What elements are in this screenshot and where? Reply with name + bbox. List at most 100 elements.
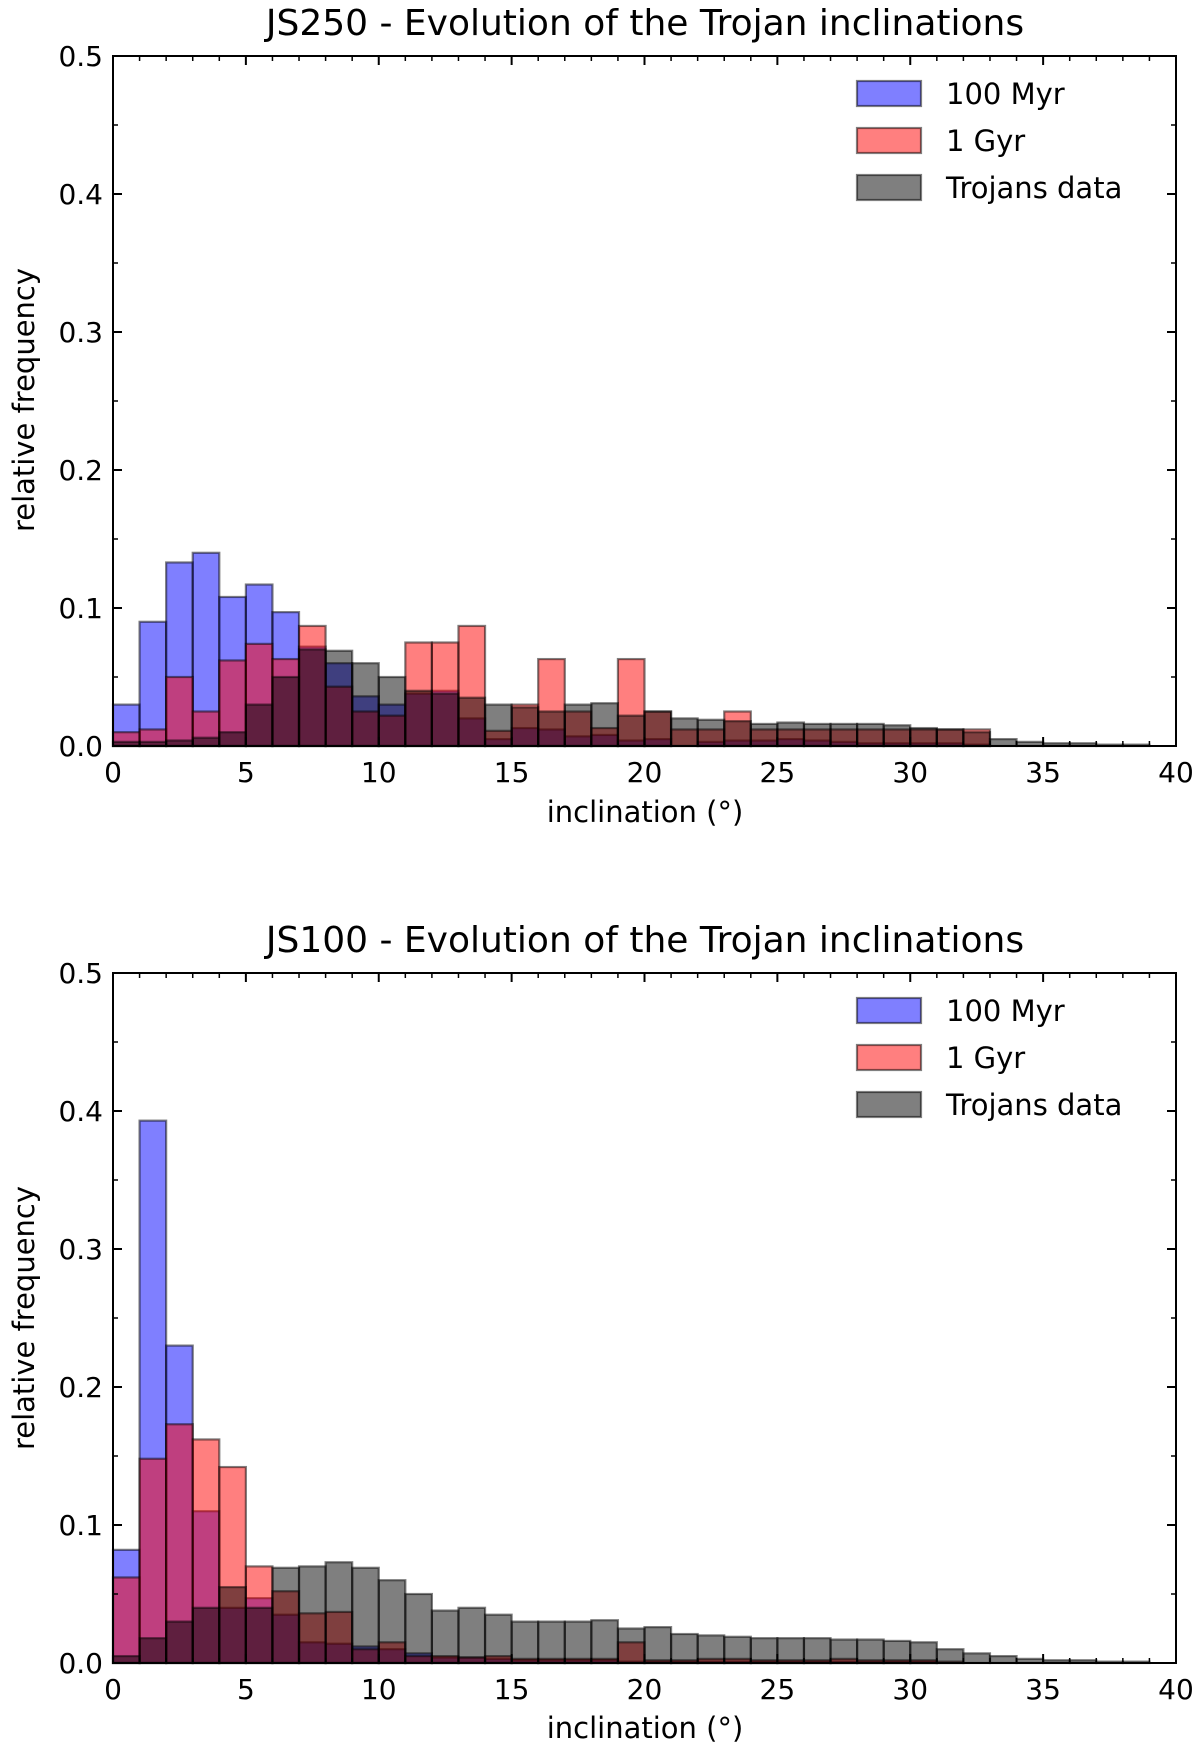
x-tick-label: 40 [1158, 756, 1194, 789]
chart-js100: JS100 - Evolution of the Trojan inclinat… [7, 920, 1194, 1745]
legend-label: 1 Gyr [946, 124, 1025, 158]
y-tick-label: 0.2 [58, 454, 103, 487]
bar-1-gyr [165, 675, 194, 748]
bar-trojans-data [457, 1606, 487, 1665]
x-tick-label: 15 [494, 1673, 530, 1706]
bar-trojans-data [643, 710, 673, 748]
bar-trojans-data [510, 706, 540, 748]
bar-trojans-data [988, 737, 1018, 748]
x-tick-label: 20 [627, 1673, 663, 1706]
series-trojans-data [111, 648, 1151, 748]
bar-trojans-data [962, 731, 992, 748]
bar-trojans-data [271, 1566, 301, 1665]
bar-trojans-data [855, 1638, 885, 1665]
x-axis-label: inclination (°) [547, 795, 744, 829]
x-tick-label: 0 [104, 1673, 122, 1706]
bar-trojans-data [776, 1637, 806, 1665]
bar-trojans-data [882, 724, 912, 748]
plot-frame [112, 972, 1177, 1664]
bar-trojans-data [616, 1627, 646, 1665]
y-tick-label: 0.4 [58, 178, 103, 211]
legend-swatch-trojans-data [855, 173, 923, 202]
x-tick-label: 35 [1025, 1673, 1061, 1706]
bar-trojans-data [191, 1606, 221, 1665]
bar-trojans-data [218, 731, 247, 748]
legend-label: 1 Gyr [946, 1041, 1025, 1075]
x-tick-label: 25 [760, 1673, 796, 1706]
legend: 100 Myr 1 Gyr Trojans data [855, 994, 1122, 1122]
bar-trojans-data [324, 649, 354, 748]
y-tick-label: 0.5 [58, 957, 103, 990]
bar-trojans-data [909, 726, 938, 748]
bar-trojans-data [935, 1648, 965, 1665]
x-tick-label: 0 [104, 756, 122, 789]
bar-trojans-data [643, 1626, 673, 1665]
x-tick-label: 15 [494, 756, 530, 789]
bar-trojans-data [802, 1637, 832, 1665]
y-tick-label: 0.5 [58, 40, 103, 73]
bar-trojans-data [829, 722, 859, 748]
bar-trojans-data [324, 1561, 354, 1665]
bar-trojans-data [802, 722, 832, 748]
x-tick-label: 30 [892, 756, 928, 789]
bar-trojans-data [616, 714, 646, 748]
bar-trojans-data [138, 1637, 168, 1665]
x-tick-label: 10 [361, 1673, 397, 1706]
bar-trojans-data [218, 1585, 247, 1665]
bar-trojans-data [377, 1579, 407, 1665]
histogram-bars [111, 551, 1151, 748]
x-tick-label: 10 [361, 756, 397, 789]
x-tick-label: 20 [627, 756, 663, 789]
legend-label: 100 Myr [946, 77, 1065, 111]
legend-swatch-100-myr [855, 79, 923, 108]
x-tick-label: 35 [1025, 756, 1061, 789]
y-axis-label: relative frequency [7, 268, 41, 532]
histogram-bars [111, 1119, 1151, 1665]
bar-trojans-data [882, 1639, 912, 1665]
bar-trojans-data [563, 1620, 593, 1665]
y-tick-label: 0.3 [58, 1233, 103, 1266]
y-axis-label: relative frequency [7, 1186, 41, 1450]
x-axis-label: inclination (°) [547, 1711, 744, 1745]
bar-trojans-data [696, 1634, 726, 1665]
bar-trojans-data [165, 1620, 194, 1665]
bar-1-gyr [138, 1457, 168, 1665]
bar-trojans-data [669, 717, 699, 748]
bar-trojans-data [244, 1606, 274, 1665]
bar-trojans-data [430, 1609, 460, 1665]
bar-trojans-data [909, 1641, 938, 1665]
bar-trojans-data [749, 722, 779, 748]
bar-trojans-data [483, 1613, 513, 1665]
bar-trojans-data [483, 703, 513, 748]
bar-trojans-data [590, 1619, 620, 1665]
bar-trojans-data [297, 1565, 327, 1665]
bar-trojans-data [111, 1654, 141, 1665]
chart-title: JS250 - Evolution of the Trojan inclinat… [264, 3, 1024, 44]
bar-trojans-data [510, 1620, 540, 1665]
chart-js250: JS250 - Evolution of the Trojan inclinat… [7, 3, 1194, 829]
bar-trojans-data [297, 648, 327, 748]
bar-trojans-data [723, 1635, 752, 1665]
y-tick-label: 0.2 [58, 1371, 103, 1404]
bar-trojans-data [351, 1566, 380, 1665]
bar-trojans-data [749, 1637, 779, 1665]
x-tick-label: 5 [237, 1673, 255, 1706]
bar-trojans-data [271, 675, 301, 748]
bar-trojans-data [404, 689, 434, 748]
series-trojans-data [111, 1561, 1151, 1665]
bar-trojans-data [723, 720, 752, 748]
y-tick-label: 0.4 [58, 1095, 103, 1128]
y-tick-label: 0.1 [58, 592, 103, 625]
legend-swatch-trojans-data [855, 1090, 923, 1119]
legend-label: Trojans data [945, 1088, 1122, 1122]
axis-ticks: 0 5 10 15 20 25 30 35 40 0.0 0.1 0.2 0.3 0.4 0.5 [58, 957, 1193, 1706]
bar-trojans-data [537, 710, 566, 748]
y-tick-label: 0.3 [58, 316, 103, 349]
y-tick-label: 0.0 [58, 1647, 103, 1680]
plot-frame [112, 55, 1177, 747]
x-tick-label: 30 [892, 1673, 928, 1706]
legend-swatch-1-gyr [855, 126, 923, 155]
bar-trojans-data [590, 702, 620, 748]
x-tick-label: 5 [237, 756, 255, 789]
